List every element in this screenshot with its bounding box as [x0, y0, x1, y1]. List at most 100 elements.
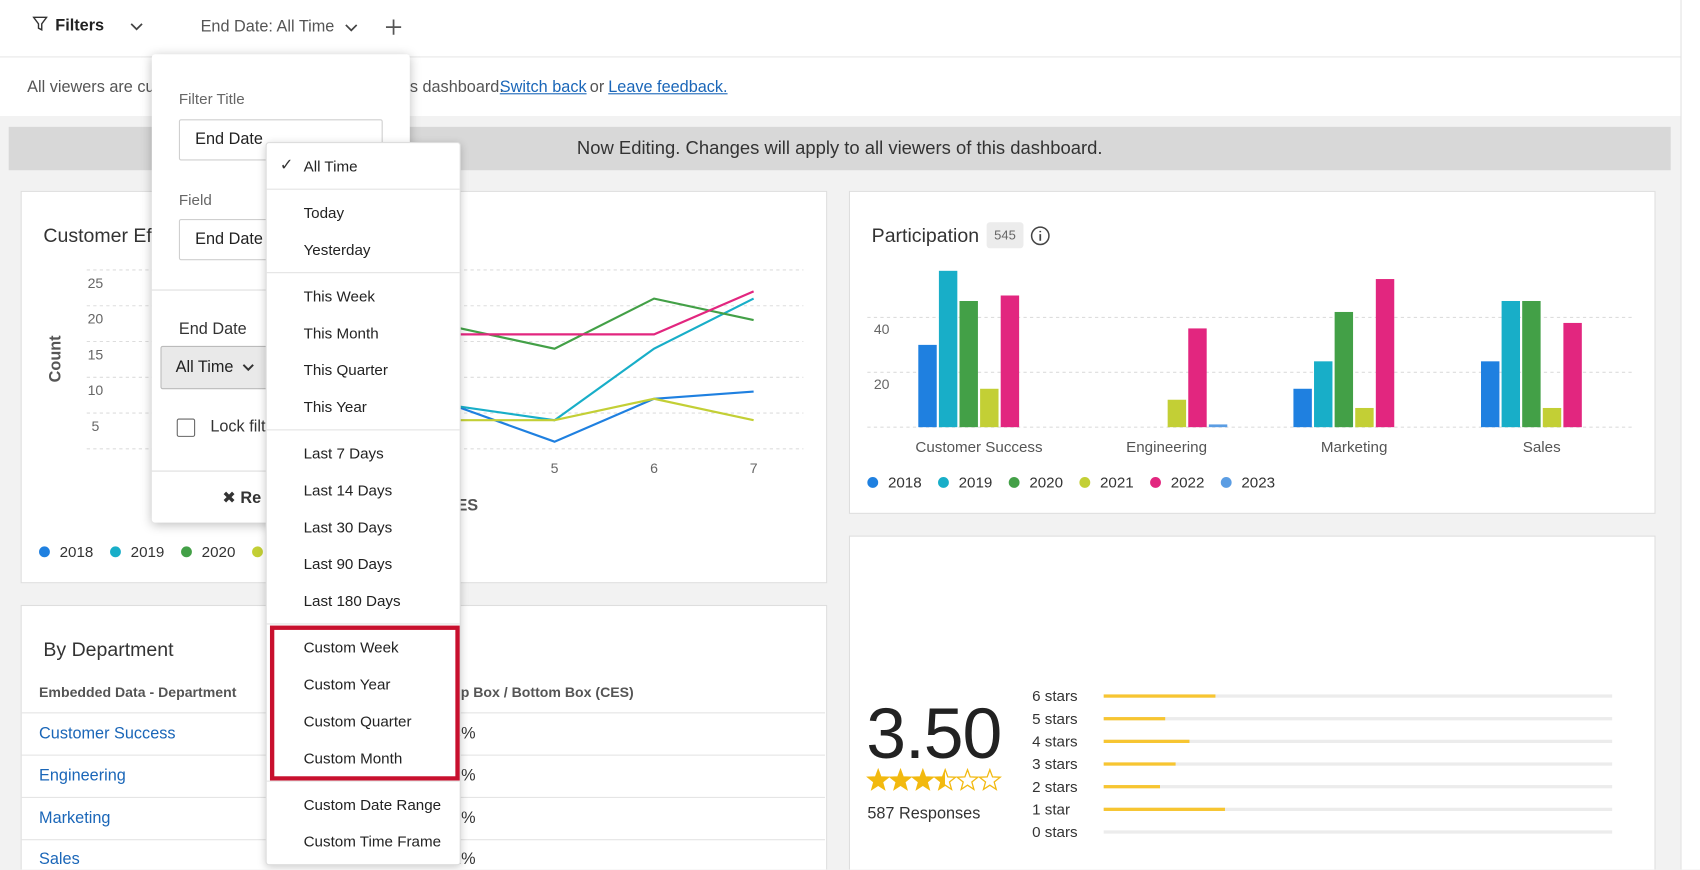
- legend-label: 2018: [60, 544, 94, 561]
- legend-label: 2020: [1029, 475, 1063, 492]
- switch-back-link[interactable]: Switch back: [499, 78, 587, 97]
- bar: [1355, 407, 1374, 428]
- dropdown-option[interactable]: Custom Quarter: [303, 712, 412, 730]
- divider: [266, 271, 460, 273]
- remove-label: Re: [240, 488, 262, 508]
- star-row-label: 1 star: [1032, 801, 1070, 818]
- notice-text: All viewers are cu: [27, 78, 155, 97]
- department-link[interactable]: Engineering: [39, 766, 126, 785]
- dropdown-option[interactable]: Last 180 Days: [303, 591, 401, 610]
- divider: [266, 428, 460, 430]
- divider: [266, 188, 460, 190]
- bar-track: [1103, 762, 1613, 766]
- dropdown-option[interactable]: Last 30 Days: [303, 518, 393, 536]
- bar: [1103, 717, 1166, 721]
- bar: [1103, 739, 1190, 743]
- remove-icon: ✖: [222, 488, 241, 508]
- star-row-label: 4 stars: [1032, 733, 1078, 750]
- rating-star: [866, 767, 891, 791]
- field-label: Field: [178, 190, 212, 209]
- filter-icon: [32, 16, 48, 31]
- rating-star: [933, 767, 958, 791]
- divider: [266, 780, 460, 782]
- dropdown-option[interactable]: This Week: [303, 287, 375, 305]
- card-title: By Department: [43, 638, 174, 661]
- x-tick-label: Marketing: [1321, 439, 1388, 456]
- rating-card: [848, 535, 1656, 870]
- field-label: Filter Title: [178, 89, 245, 108]
- bar: [1563, 322, 1582, 428]
- dropdown-option[interactable]: Custom Date Range: [303, 795, 442, 814]
- y-tick-label: 10: [88, 382, 104, 398]
- star-row-label: 5 stars: [1032, 711, 1078, 728]
- x-tick-label: Engineering: [1126, 439, 1207, 456]
- legend-dot: [1079, 477, 1091, 488]
- bar: [1103, 807, 1225, 811]
- dropdown-option[interactable]: Last 7 Days: [303, 444, 384, 462]
- star-row-label: 0 stars: [1032, 824, 1078, 841]
- responses-count: 587 Responses: [867, 804, 981, 823]
- legend-label: 2018: [888, 475, 922, 492]
- range-button[interactable]: All Time: [160, 345, 282, 390]
- bar: [1000, 295, 1020, 428]
- dropdown-option[interactable]: Last 14 Days: [303, 481, 393, 499]
- y-tick-label: 40: [874, 321, 890, 337]
- info-icon[interactable]: [1030, 226, 1051, 247]
- dropdown-option[interactable]: Last 90 Days: [303, 555, 393, 573]
- bar: [1375, 279, 1395, 428]
- lock-checkbox[interactable]: [176, 418, 196, 437]
- bar: [1314, 361, 1333, 428]
- rating-star: [977, 767, 1002, 791]
- table-header: op Box / Bottom Box (CES): [452, 684, 634, 701]
- x-tick-label: 5: [551, 460, 559, 476]
- y-axis-label: Count: [47, 335, 65, 383]
- dropdown-option[interactable]: This Year: [303, 397, 367, 416]
- bar: [1103, 785, 1161, 789]
- end-date-filter[interactable]: End Date: All Time: [200, 17, 335, 36]
- department-link[interactable]: Sales: [39, 850, 80, 869]
- star-row-label: 6 stars: [1032, 688, 1078, 705]
- filters-button[interactable]: Filters: [55, 16, 105, 35]
- bar: [1208, 424, 1228, 428]
- bar: [1480, 361, 1500, 428]
- line-series: [454, 297, 754, 350]
- field-label: End Date: [178, 319, 247, 339]
- chevron: [242, 364, 254, 372]
- chevron[interactable]: [344, 23, 359, 34]
- add-filter[interactable]: [385, 18, 402, 35]
- table-header: Embedded Data - Department: [39, 684, 237, 701]
- dropdown-option[interactable]: Custom Month: [303, 749, 403, 767]
- department-link[interactable]: Marketing: [39, 808, 111, 827]
- legend-label: 2022: [1171, 475, 1205, 492]
- legend-dot: [1220, 477, 1232, 488]
- bar: [1293, 388, 1312, 428]
- feedback-link[interactable]: Leave feedback.: [608, 78, 728, 97]
- dropdown-option[interactable]: Custom Year: [303, 675, 391, 693]
- dropdown-option[interactable]: This Month: [303, 324, 379, 342]
- star-row-label: 2 stars: [1032, 779, 1078, 796]
- dropdown-option[interactable]: This Quarter: [303, 361, 388, 379]
- bar: [1103, 762, 1176, 766]
- chevron[interactable]: [129, 22, 144, 33]
- dropdown-option[interactable]: Custom Time Frame: [303, 832, 442, 850]
- legend-dot: [1008, 477, 1020, 488]
- department-link[interactable]: Customer Success: [39, 724, 176, 743]
- star-row-label: 3 stars: [1032, 756, 1078, 773]
- bar: [918, 344, 937, 428]
- dropdown-option[interactable]: Custom Week: [303, 638, 399, 656]
- legend-label: 2023: [1241, 475, 1275, 492]
- remove-button[interactable]: ✖ Re: [222, 488, 262, 508]
- checkmark: ✓: [279, 156, 294, 175]
- bar: [980, 388, 999, 428]
- dropdown-option[interactable]: Yesterday: [303, 240, 371, 259]
- rating-star: [888, 767, 913, 791]
- range-button-label: All Time: [175, 357, 234, 377]
- scrollbar: [1680, 0, 1700, 870]
- participation-card: [848, 190, 1656, 514]
- bar-track: [1103, 694, 1613, 698]
- dropdown-option[interactable]: Today: [303, 203, 345, 222]
- bar: [959, 300, 978, 428]
- dropdown-option[interactable]: All Time: [303, 157, 358, 175]
- legend-dot: [1150, 477, 1161, 488]
